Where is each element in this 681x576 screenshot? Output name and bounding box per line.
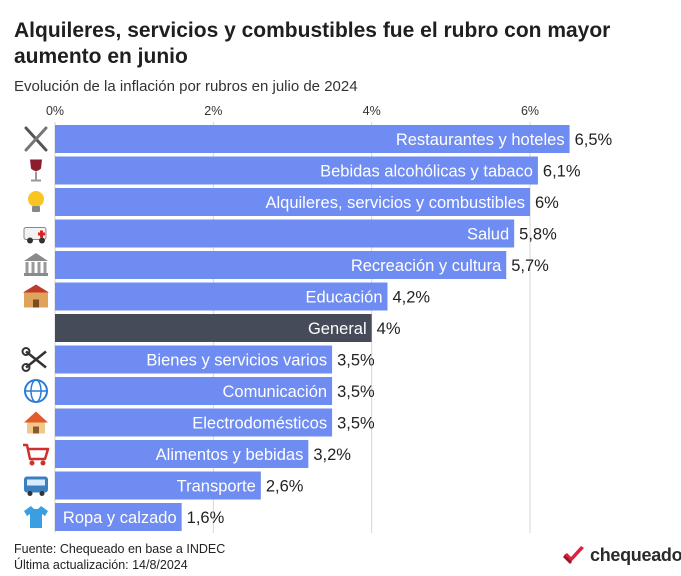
bar-category-label: Ropa y calzado (63, 509, 177, 527)
bar (55, 282, 388, 311)
bar-category-label: Electrodomésticos (192, 415, 327, 433)
bar-category-label: Transporte (177, 478, 256, 496)
bar (55, 408, 333, 437)
bar-value-label: 4% (377, 320, 401, 338)
bar-category-label: Bebidas alcohólicas y tabaco (320, 163, 533, 181)
x-tick-label: 2% (204, 104, 222, 118)
bar (55, 471, 261, 500)
t-shirt-icon (24, 506, 48, 528)
bar-category-label: Recreación y cultura (351, 257, 502, 275)
bar-value-label: 6,1% (543, 163, 581, 181)
bar-value-label: 5,8% (519, 226, 557, 244)
bar (55, 125, 570, 153)
bar-value-label: 3,5% (337, 352, 375, 370)
bank-icon (24, 253, 48, 276)
bar (55, 219, 515, 248)
bar-category-label: General (308, 320, 367, 338)
bar-category-label: Alquileres, servicios y combustibles (265, 194, 525, 212)
bar (55, 345, 333, 374)
bar-category-label: Comunicación (223, 383, 328, 401)
bar-value-label: 5,7% (511, 257, 549, 275)
chart-title: Alquileres, servicios y combustibles fue… (14, 19, 611, 68)
bar-value-label: 3,2% (313, 446, 351, 464)
x-tick-label: 4% (363, 104, 381, 118)
bar (55, 440, 309, 468)
bus-icon (24, 476, 48, 496)
wine-glass-icon (30, 159, 42, 182)
chequeado-check-icon (563, 546, 584, 564)
bar (55, 156, 538, 185)
logo-text: chequeado (590, 544, 681, 565)
chart-subtitle: Evolución de la inflación por rubros en … (14, 78, 358, 95)
source-note: Fuente: Chequeado en base a INDEC (14, 542, 226, 556)
light-bulb-icon (28, 191, 44, 212)
bar-category-label: Alimentos y bebidas (156, 446, 304, 464)
update-note: Última actualización: 14/8/2024 (14, 558, 188, 572)
bar-category-label: Salud (467, 226, 509, 244)
shopping-cart-icon (23, 443, 50, 466)
ambulance-icon (23, 227, 47, 244)
globe-icon (24, 379, 48, 403)
school-icon (23, 284, 49, 308)
x-tick-label: 6% (521, 104, 539, 118)
bar-value-label: 2,6% (266, 478, 304, 496)
bar (55, 251, 507, 279)
house-icon (24, 411, 48, 434)
bar-chart: 0% 2% 4% 6% Restaurantes y hoteles 6,5% Bebida… (21, 104, 613, 533)
bar-value-label: 6% (535, 194, 559, 212)
bar (55, 188, 530, 216)
chequeado-logo: chequeado (562, 543, 681, 567)
bar-category-label: Restaurantes y hoteles (396, 131, 565, 149)
scissors-icon (21, 347, 47, 372)
x-tick-label: 0% (46, 104, 64, 118)
bar-value-label: 6,5% (575, 131, 613, 149)
bar (55, 377, 333, 405)
bar (55, 314, 372, 342)
bar-value-label: 1,6% (187, 509, 225, 527)
fork-knife-icon (24, 126, 48, 152)
bar-category-label: Bienes y servicios varios (146, 352, 327, 370)
bar (55, 503, 182, 531)
bar-value-label: 4,2% (393, 289, 431, 307)
bar-value-label: 3,5% (337, 415, 375, 433)
footer: Fuente: Chequeado en base a INDEC Última… (14, 541, 225, 573)
bar-category-label: Educación (305, 289, 382, 307)
bar-value-label: 3,5% (337, 383, 375, 401)
